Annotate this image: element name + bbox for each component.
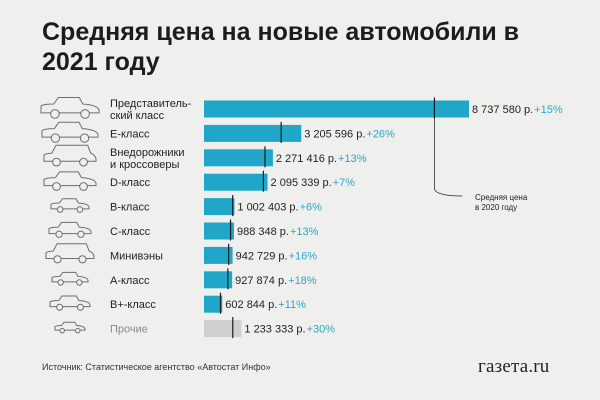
e-class-car-icon	[41, 121, 99, 143]
annotation-text: Средняя цена	[475, 193, 528, 202]
bar	[204, 295, 223, 313]
value-label: 8 737 580 р.	[472, 104, 533, 116]
chart-title: Средняя цена на новые автомобили в 2021 …	[42, 18, 520, 76]
change-label: +11%	[278, 299, 306, 311]
value-label: 1 002 403 р.	[237, 202, 298, 214]
change-label: +15%	[534, 104, 563, 116]
value-label: 1 233 333 р.	[244, 324, 305, 336]
category-label: Е-класс	[110, 128, 150, 140]
value-label: 942 729 р.	[236, 250, 288, 262]
source-note: Источник: Статистическое агентство «Авто…	[42, 362, 271, 372]
b-plus-class-car-icon	[49, 295, 91, 311]
category-label: Прочие	[110, 324, 148, 336]
bar	[204, 173, 268, 191]
suv-car-icon	[43, 144, 97, 167]
category-label: Минивэны	[110, 250, 163, 262]
bar	[204, 222, 234, 240]
change-label: +6%	[300, 202, 323, 214]
bar	[204, 100, 469, 118]
bar	[204, 320, 242, 338]
change-label: +16%	[289, 250, 318, 262]
value-label: 2 095 339 р.	[271, 177, 332, 189]
category-label: D-класс	[110, 177, 151, 189]
annotation-text: в 2020 году	[475, 203, 517, 212]
value-label: 927 874 р.	[235, 275, 287, 287]
c-class-car-icon	[48, 221, 92, 238]
change-label: +13%	[290, 226, 319, 238]
b-class-car-icon	[50, 198, 90, 213]
gazeta-logo: газета.ru	[478, 356, 550, 377]
bar	[204, 124, 302, 142]
a-class-car-icon	[51, 271, 89, 286]
category-label: А-класс	[110, 275, 150, 287]
change-label: +30%	[307, 324, 336, 336]
category-label: В-класс	[110, 202, 150, 214]
value-label: 2 271 416 р.	[276, 153, 337, 165]
category-label: Внедорожники и кроссоверы	[110, 147, 184, 171]
d-class-car-icon	[43, 171, 97, 191]
annotation-leader-curve	[434, 187, 463, 197]
change-label: +18%	[288, 275, 317, 287]
bar	[204, 271, 233, 289]
bar	[204, 198, 235, 216]
change-label: +13%	[338, 153, 367, 165]
category-label: В+-класс	[110, 299, 156, 311]
value-label: 3 205 596 р.	[304, 128, 365, 140]
category-label: С-класс	[110, 226, 151, 238]
change-label: +26%	[366, 128, 395, 140]
bar	[204, 246, 233, 264]
value-label: 602 844 р.	[225, 299, 277, 311]
category-label: Представитель-ский класс	[110, 98, 192, 122]
change-label: +7%	[333, 177, 356, 189]
minivan-car-icon	[45, 243, 95, 264]
other-car-icon	[54, 321, 86, 334]
value-label: 988 348 р.	[237, 226, 289, 238]
bar	[204, 149, 273, 167]
sedan-exec-car-icon	[40, 97, 100, 119]
